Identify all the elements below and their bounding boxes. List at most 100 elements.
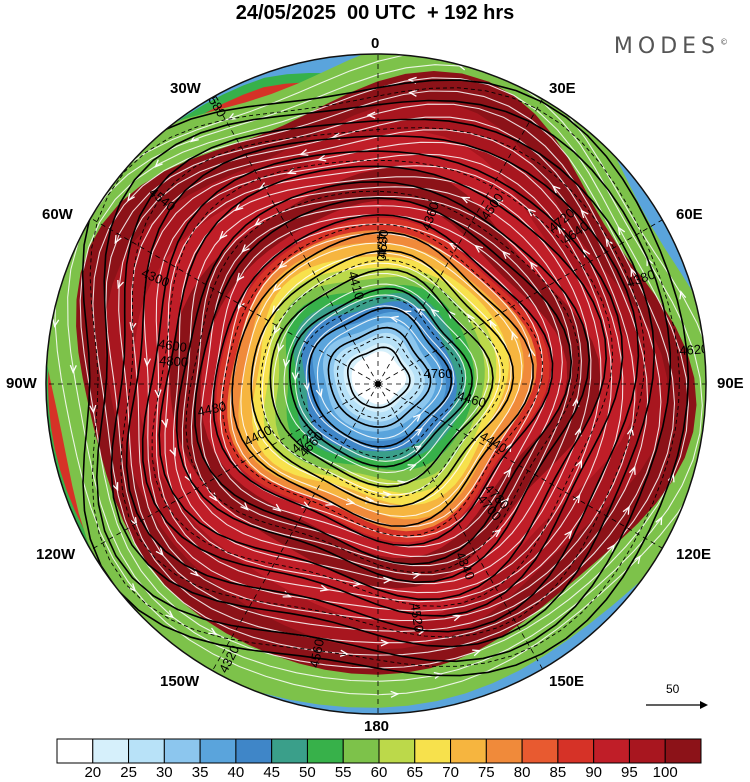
colorbar-tick-label: 90 (585, 764, 603, 781)
height-contour (158, 165, 608, 601)
colorbar-swatch (414, 738, 452, 764)
stream-arrow (254, 218, 263, 226)
stream-arrow (114, 234, 122, 245)
pole-marker (375, 381, 381, 387)
streamline (190, 195, 573, 567)
dashed-contour (337, 336, 422, 419)
meridian (377, 383, 549, 679)
vector-scale-label: 50 (666, 682, 680, 696)
height-contour (250, 249, 515, 508)
lon-label-60e: 60E (676, 206, 703, 223)
colorbar-swatch (199, 738, 237, 764)
stream-arrow (143, 357, 152, 368)
stream-arrow (633, 555, 641, 564)
streamline (316, 316, 443, 440)
stream-arrow (169, 447, 177, 457)
colorbar-swatch (378, 738, 416, 764)
colorbar-swatch (342, 738, 380, 764)
lon-label-150w: 150W (160, 673, 200, 690)
stream-arrow (129, 517, 138, 527)
stream-arrow (389, 315, 399, 323)
colorbar-tick-label: 75 (477, 764, 495, 781)
contour-label: 4680 (374, 229, 391, 259)
stream-arrow (412, 445, 422, 453)
streamline (240, 242, 523, 518)
lon-label-30e: 30E (549, 80, 576, 97)
lon-label-120e: 120E (676, 546, 712, 563)
height-contour (81, 79, 690, 677)
streamline (219, 223, 544, 538)
stream-arrow (302, 382, 311, 392)
stream-arrow (52, 318, 60, 328)
stream-arrow (580, 209, 589, 219)
colorbar-tick-label: 40 (227, 764, 245, 781)
streamline (305, 305, 455, 451)
height-contour (269, 268, 494, 488)
stream-arrow (127, 193, 135, 202)
streamline (181, 186, 582, 576)
lon-label-60w: 60W (42, 206, 73, 223)
graticule (46, 54, 706, 714)
colorbar-tick-label: 30 (155, 764, 173, 781)
stream-arrow (277, 343, 285, 353)
meridian (207, 89, 379, 385)
brand-mark: © (720, 37, 728, 47)
lon-label-150e: 150E (549, 673, 585, 690)
contour-label: 4620 (679, 341, 709, 358)
stream-arrow (474, 244, 484, 253)
stream-arrow (234, 203, 244, 212)
stream-arrow (412, 413, 422, 422)
height-contour (231, 231, 534, 527)
colorbar-swatch (664, 738, 702, 764)
meridian (207, 383, 379, 679)
stream-arrow (679, 290, 687, 300)
stream-arrow (504, 442, 512, 452)
stream-arrow (161, 418, 169, 428)
stream-arrow (127, 583, 137, 592)
stream-arrow (291, 372, 299, 382)
colorbar-tick-label: 65 (406, 764, 424, 781)
height-contour (125, 135, 640, 633)
stream-arrow (551, 185, 561, 194)
height-contour (289, 287, 474, 468)
stream-arrow (527, 208, 536, 217)
contour-label: 4600 (157, 336, 188, 355)
colorbar-tick-label: 20 (84, 764, 102, 781)
stream-arrow (575, 459, 583, 469)
colorbar-swatch (593, 738, 630, 764)
stream-arrow (413, 427, 423, 436)
contour-label: 4800 (159, 353, 189, 370)
stream-arrow (299, 149, 309, 156)
stream-arrow (628, 465, 636, 475)
stream-arrow (273, 325, 281, 335)
stream-arrow (129, 321, 137, 332)
height-contour (95, 99, 672, 663)
stream-arrow (511, 330, 519, 341)
lon-label-120w: 120W (36, 546, 76, 563)
height-contour (212, 213, 554, 547)
streamline (79, 77, 689, 669)
stream-arrow (501, 250, 511, 259)
colorbar-swatch (521, 738, 559, 764)
stream-arrow (494, 198, 504, 207)
stream-arrow (467, 313, 475, 323)
stream-arrow (528, 347, 536, 358)
colorbar-tick-label: 85 (549, 764, 567, 781)
stream-arrow (529, 261, 538, 271)
height-contour (347, 346, 411, 409)
stream-arrow (460, 196, 470, 204)
colorbar-tick-label: 55 (334, 764, 352, 781)
height-contour (327, 326, 432, 428)
stream-arrow (380, 639, 390, 647)
stream-arrow (155, 547, 164, 557)
colorbar-tick-label: 70 (442, 764, 459, 781)
brand-logo: MODES© (614, 34, 728, 59)
contour-label: 4520 (408, 602, 427, 633)
dashed-contour (259, 259, 504, 498)
streamline (283, 283, 478, 474)
stream-arrow (452, 614, 462, 622)
colorbar-swatch (56, 738, 94, 764)
colorbar-tick-label: 95 (621, 764, 638, 781)
